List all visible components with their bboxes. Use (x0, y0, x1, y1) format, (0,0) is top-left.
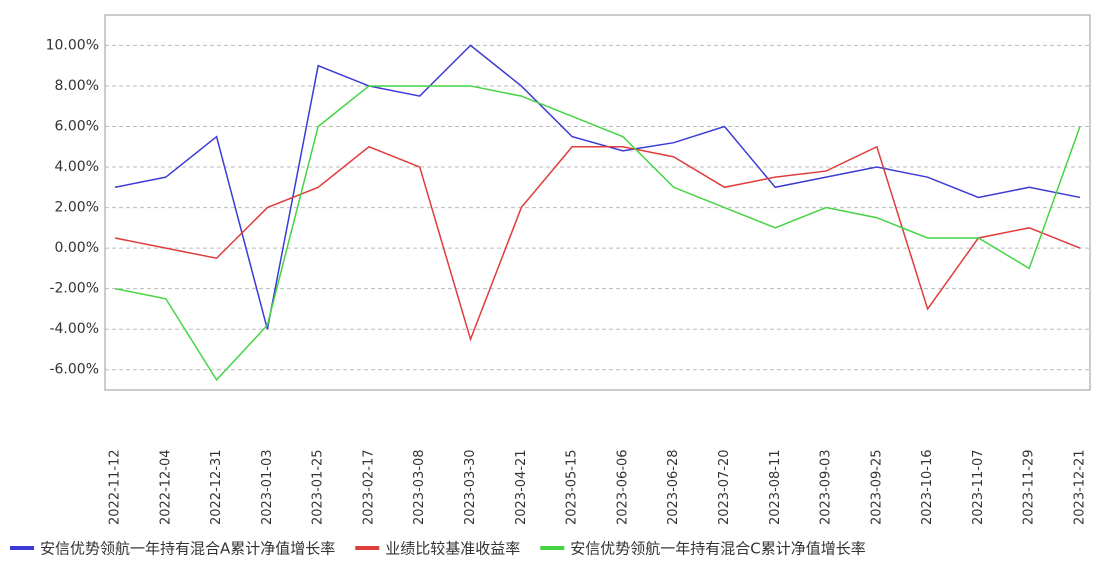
y-tick-label: 10.00% (46, 37, 99, 53)
y-tick-label: 6.00% (55, 118, 99, 134)
series-line (114, 44, 1081, 330)
legend-label: 安信优势领航一年持有混合A累计净值增长率 (40, 540, 335, 558)
legend-swatch (355, 546, 380, 550)
y-tick-label: -4.00% (49, 321, 99, 337)
x-tick-label: 2023-11-07 (971, 449, 986, 525)
plot-area (104, 14, 1091, 391)
x-tick-label: 2023-11-29 (1022, 449, 1037, 525)
x-tick-label: 2022-12-31 (209, 449, 224, 525)
x-tick-label: 2023-07-20 (717, 449, 732, 525)
x-tick-label: 2023-08-11 (768, 449, 783, 525)
x-tick-label: 2023-01-03 (260, 449, 275, 525)
legend-label: 业绩比较基准收益率 (385, 540, 520, 558)
x-tick-label: 2023-12-21 (1073, 449, 1088, 525)
x-tick-label: 2022-12-04 (158, 449, 173, 525)
y-tick-label: 4.00% (55, 159, 99, 175)
legend-swatch (10, 546, 34, 550)
x-tick-label: 2023-03-30 (463, 449, 478, 525)
series-line (114, 145, 1081, 342)
x-tick-label: 2023-09-03 (819, 449, 834, 525)
x-tick-label: 2023-06-28 (666, 449, 681, 525)
x-tick-label: 2023-02-17 (361, 449, 376, 525)
series-line (114, 85, 1081, 382)
y-tick-label: 2.00% (55, 200, 99, 216)
x-tick-label: 2023-03-08 (412, 449, 427, 525)
y-tick-label: -2.00% (49, 281, 99, 297)
x-tick-label: 2023-06-06 (615, 449, 630, 525)
y-tick-label: -6.00% (49, 362, 99, 378)
legend-label: 安信优势领航一年持有混合C累计净值增长率 (570, 540, 865, 558)
x-tick-label: 2022-11-12 (108, 449, 123, 525)
y-tick-label: 0.00% (55, 240, 99, 256)
x-tick-label: 2023-01-25 (311, 449, 326, 525)
x-tick-label: 2023-10-16 (920, 449, 935, 525)
x-tick-label: 2023-05-15 (565, 449, 580, 525)
x-tick-label: 2023-09-25 (869, 449, 884, 525)
x-tick-label: 2023-04-21 (514, 449, 529, 525)
y-tick-label: 8.00% (55, 78, 99, 94)
legend-swatch (540, 546, 565, 550)
